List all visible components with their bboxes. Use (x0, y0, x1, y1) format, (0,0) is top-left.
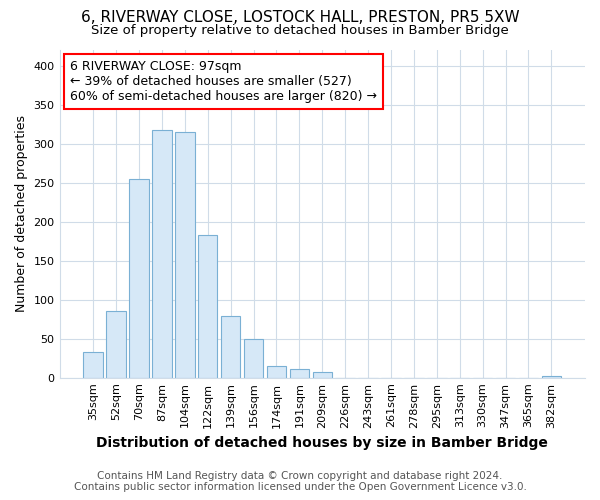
Bar (198, 235, 217, 378)
Text: 6 RIVERWAY CLOSE: 97sqm
← 39% of detached houses are smaller (527)
60% of semi-d: 6 RIVERWAY CLOSE: 97sqm ← 39% of detache… (70, 60, 377, 103)
Bar (244, 338, 263, 378)
Bar (83, 352, 103, 378)
Bar (313, 372, 332, 378)
Text: 6, RIVERWAY CLOSE, LOSTOCK HALL, PRESTON, PR5 5XW: 6, RIVERWAY CLOSE, LOSTOCK HALL, PRESTON… (80, 10, 520, 25)
Y-axis label: Number of detached properties: Number of detached properties (15, 116, 28, 312)
Text: Contains HM Land Registry data © Crown copyright and database right 2024.
Contai: Contains HM Land Registry data © Crown c… (74, 471, 526, 492)
Bar (542, 376, 561, 378)
Bar (290, 369, 309, 378)
Bar (221, 316, 241, 378)
Bar (175, 132, 194, 378)
Text: Size of property relative to detached houses in Bamber Bridge: Size of property relative to detached ho… (91, 24, 509, 37)
X-axis label: Distribution of detached houses by size in Bamber Bridge: Distribution of detached houses by size … (97, 436, 548, 450)
Bar (106, 310, 126, 378)
Bar (267, 366, 286, 378)
Bar (152, 130, 172, 378)
Bar (129, 178, 149, 378)
